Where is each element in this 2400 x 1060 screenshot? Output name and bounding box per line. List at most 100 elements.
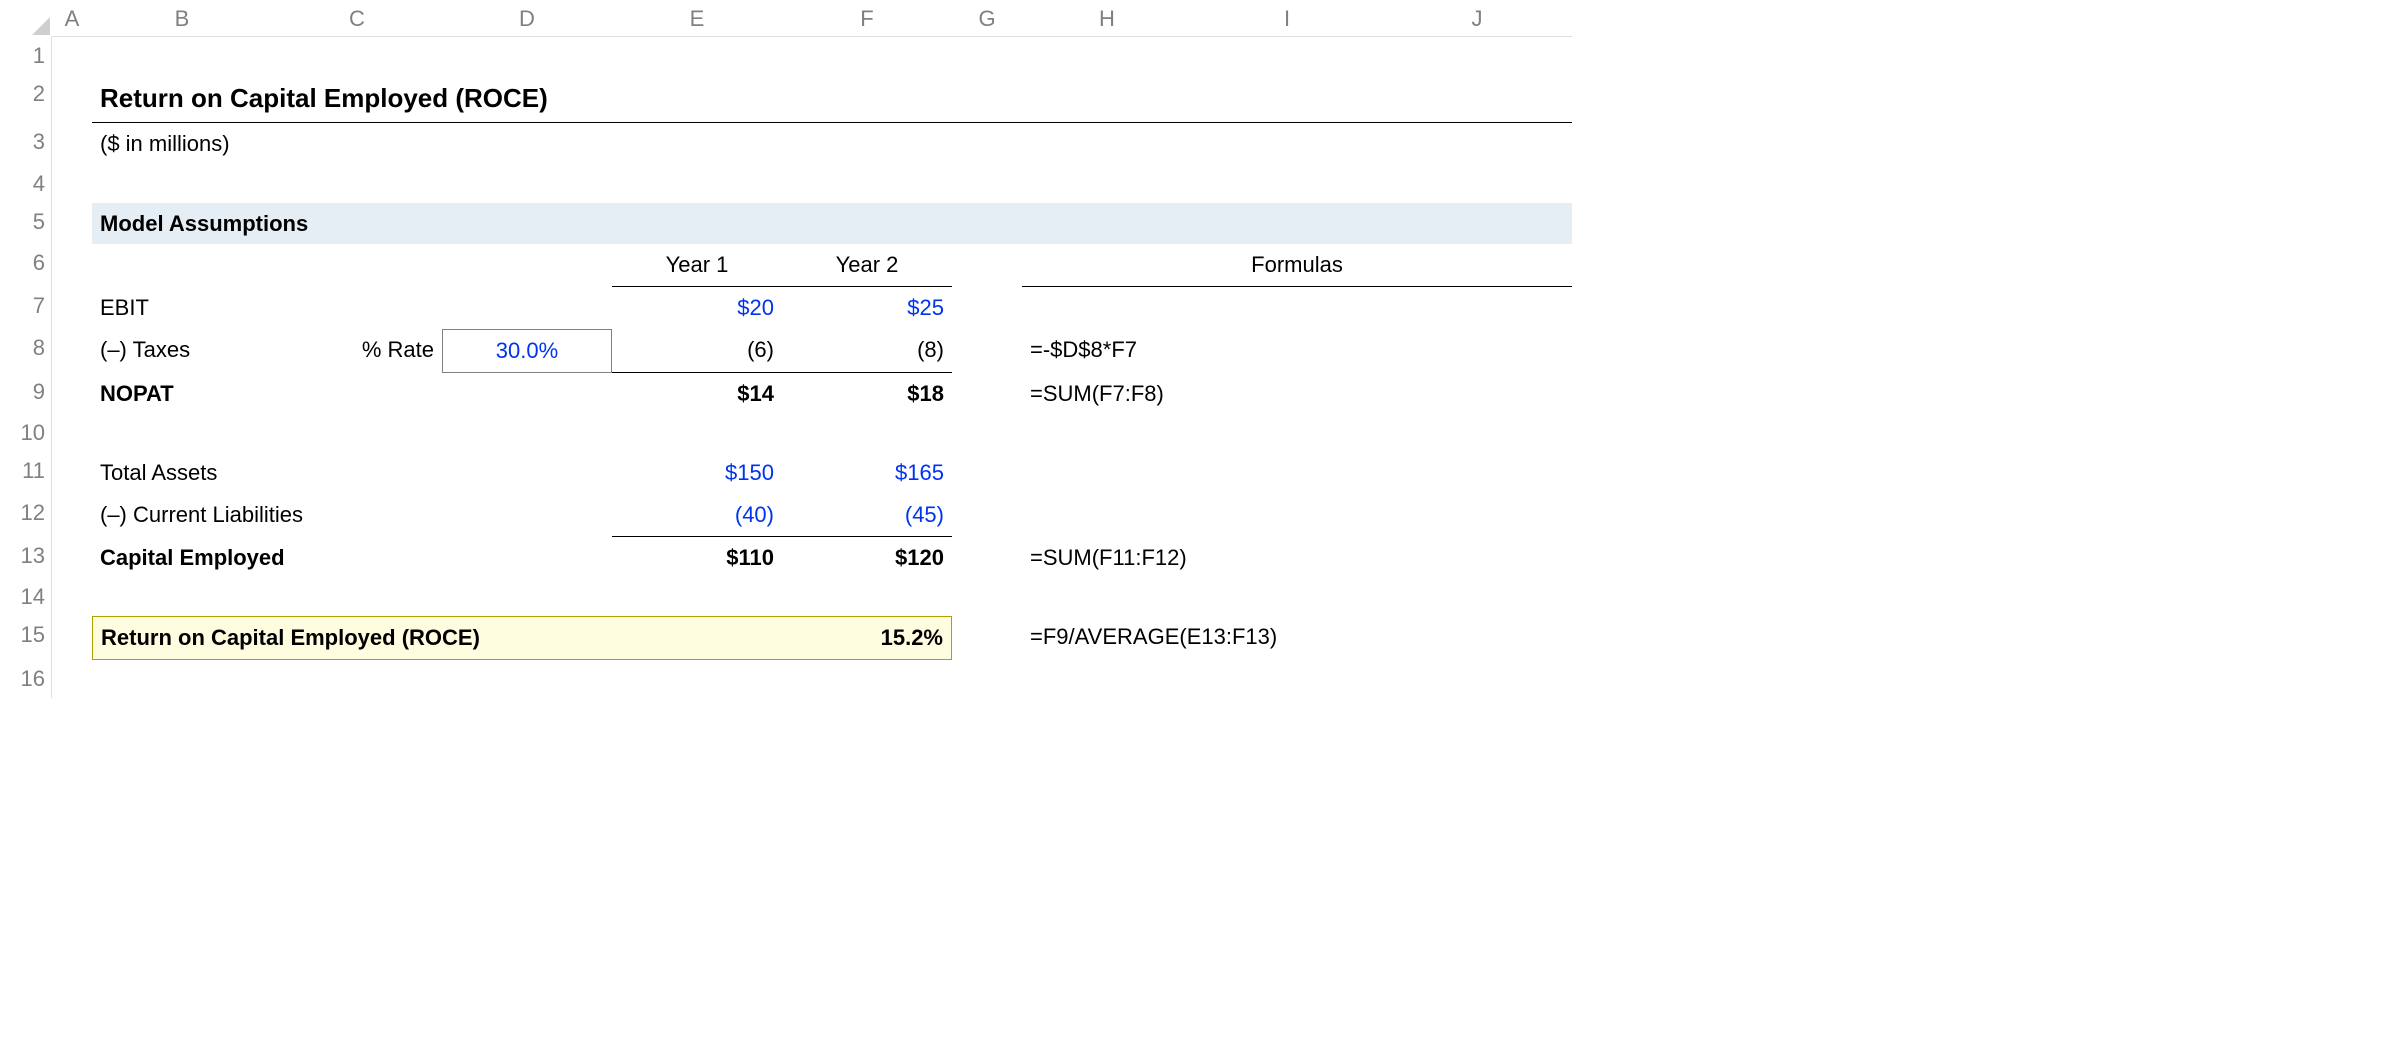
curliab-y1[interactable]: (40) xyxy=(612,494,782,537)
col-header-B[interactable]: B xyxy=(92,0,272,37)
select-all-corner[interactable] xyxy=(0,0,52,37)
cell-D9[interactable] xyxy=(442,373,612,415)
cell-D12[interactable] xyxy=(442,494,612,537)
cell-D1[interactable] xyxy=(442,37,612,75)
cell-B10[interactable] xyxy=(92,414,1572,452)
cell-D6[interactable] xyxy=(442,244,612,287)
nopat-y2[interactable]: $18 xyxy=(782,373,952,415)
row-header-10[interactable]: 10 xyxy=(0,414,52,452)
cell-B1[interactable] xyxy=(92,37,272,75)
cell-A4[interactable] xyxy=(52,165,92,203)
cell-H1[interactable] xyxy=(1022,37,1192,75)
col-header-G[interactable]: G xyxy=(952,0,1022,37)
cell-C9[interactable] xyxy=(272,373,442,415)
cell-A8[interactable] xyxy=(52,329,92,373)
row-header-5[interactable]: 5 xyxy=(0,203,52,245)
cell-G12[interactable] xyxy=(952,494,1022,537)
row-header-3[interactable]: 3 xyxy=(0,123,52,165)
cell-A7[interactable] xyxy=(52,287,92,329)
cell-D7[interactable] xyxy=(442,287,612,329)
col-header-C[interactable]: C xyxy=(272,0,442,37)
label-assets[interactable]: Total Assets xyxy=(92,452,442,494)
cell-A3[interactable] xyxy=(52,123,92,165)
cell-H7[interactable] xyxy=(1022,287,1572,329)
cell-G1[interactable] xyxy=(952,37,1022,75)
nopat-y1[interactable]: $14 xyxy=(612,373,782,415)
col-header-I[interactable]: I xyxy=(1192,0,1382,37)
formula-nopat[interactable]: =SUM(F7:F8) xyxy=(1022,373,1572,415)
taxes-y2[interactable]: (8) xyxy=(782,329,952,373)
row-header-13[interactable]: 13 xyxy=(0,537,52,579)
row-header-16[interactable]: 16 xyxy=(0,660,52,698)
row-header-15[interactable]: 15 xyxy=(0,616,52,660)
capemp-y1[interactable]: $110 xyxy=(612,537,782,579)
cell-J1[interactable] xyxy=(1382,37,1572,75)
ebit-y2[interactable]: $25 xyxy=(782,287,952,329)
row-header-8[interactable]: 8 xyxy=(0,329,52,373)
cell-E1[interactable] xyxy=(612,37,782,75)
roce-y1[interactable] xyxy=(612,616,782,660)
cell-G6[interactable] xyxy=(952,244,1022,287)
col-header-J[interactable]: J xyxy=(1382,0,1572,37)
col-header-A[interactable]: A xyxy=(52,0,92,37)
label-roce[interactable]: Return on Capital Employed (ROCE) xyxy=(92,616,612,660)
row-header-4[interactable]: 4 xyxy=(0,165,52,203)
cell-H11[interactable] xyxy=(1022,452,1572,494)
header-year2[interactable]: Year 2 xyxy=(782,244,952,287)
cell-G11[interactable] xyxy=(952,452,1022,494)
roce-value[interactable]: 15.2% xyxy=(782,616,952,660)
formula-capemp[interactable]: =SUM(F11:F12) xyxy=(1022,537,1572,579)
cell-A10[interactable] xyxy=(52,414,92,452)
assets-y2[interactable]: $165 xyxy=(782,452,952,494)
cell-B6[interactable] xyxy=(92,244,272,287)
row-header-6[interactable]: 6 xyxy=(0,244,52,287)
section-header[interactable]: Model Assumptions xyxy=(92,203,1572,245)
col-header-H[interactable]: H xyxy=(1022,0,1192,37)
cell-G8[interactable] xyxy=(952,329,1022,373)
col-header-E[interactable]: E xyxy=(612,0,782,37)
cell-A11[interactable] xyxy=(52,452,92,494)
cell-A15[interactable] xyxy=(52,616,92,660)
cell-A2[interactable] xyxy=(52,75,92,123)
cell-A9[interactable] xyxy=(52,373,92,415)
assets-y1[interactable]: $150 xyxy=(612,452,782,494)
taxes-y1[interactable]: (6) xyxy=(612,329,782,373)
cell-D13[interactable] xyxy=(442,537,612,579)
row-header-7[interactable]: 7 xyxy=(0,287,52,329)
subtitle[interactable]: ($ in millions) xyxy=(92,123,1572,165)
row-header-9[interactable]: 9 xyxy=(0,373,52,415)
cell-G7[interactable] xyxy=(952,287,1022,329)
row-header-12[interactable]: 12 xyxy=(0,494,52,537)
cell-C7[interactable] xyxy=(272,287,442,329)
cell-G15[interactable] xyxy=(952,616,1022,660)
cell-B4[interactable] xyxy=(92,165,1572,203)
header-formulas[interactable]: Formulas xyxy=(1022,244,1572,287)
row-header-11[interactable]: 11 xyxy=(0,452,52,494)
curliab-y2[interactable]: (45) xyxy=(782,494,952,537)
cell-G13[interactable] xyxy=(952,537,1022,579)
row-header-1[interactable]: 1 xyxy=(0,37,52,75)
cell-A16[interactable] xyxy=(52,660,92,698)
cell-H12[interactable] xyxy=(1022,494,1572,537)
cell-A1[interactable] xyxy=(52,37,92,75)
cell-A12[interactable] xyxy=(52,494,92,537)
cell-A13[interactable] xyxy=(52,537,92,579)
formula-taxes[interactable]: =-$D$8*F7 xyxy=(1022,329,1572,373)
label-taxes[interactable]: (–) Taxes xyxy=(92,329,272,373)
cell-F1[interactable] xyxy=(782,37,952,75)
cell-A5[interactable] xyxy=(52,203,92,245)
row-header-14[interactable]: 14 xyxy=(0,578,52,616)
cell-C6[interactable] xyxy=(272,244,442,287)
title[interactable]: Return on Capital Employed (ROCE) xyxy=(92,75,1572,123)
tax-rate[interactable]: 30.0% xyxy=(442,329,612,373)
formula-roce[interactable]: =F9/AVERAGE(E13:F13) xyxy=(1022,616,1572,660)
label-ebit[interactable]: EBIT xyxy=(92,287,272,329)
cell-C1[interactable] xyxy=(272,37,442,75)
cell-A6[interactable] xyxy=(52,244,92,287)
cell-D11[interactable] xyxy=(442,452,612,494)
cell-G9[interactable] xyxy=(952,373,1022,415)
row-header-2[interactable]: 2 xyxy=(0,75,52,123)
header-year1[interactable]: Year 1 xyxy=(612,244,782,287)
cell-B16[interactable] xyxy=(92,660,1572,698)
label-capemp[interactable]: Capital Employed xyxy=(92,537,442,579)
